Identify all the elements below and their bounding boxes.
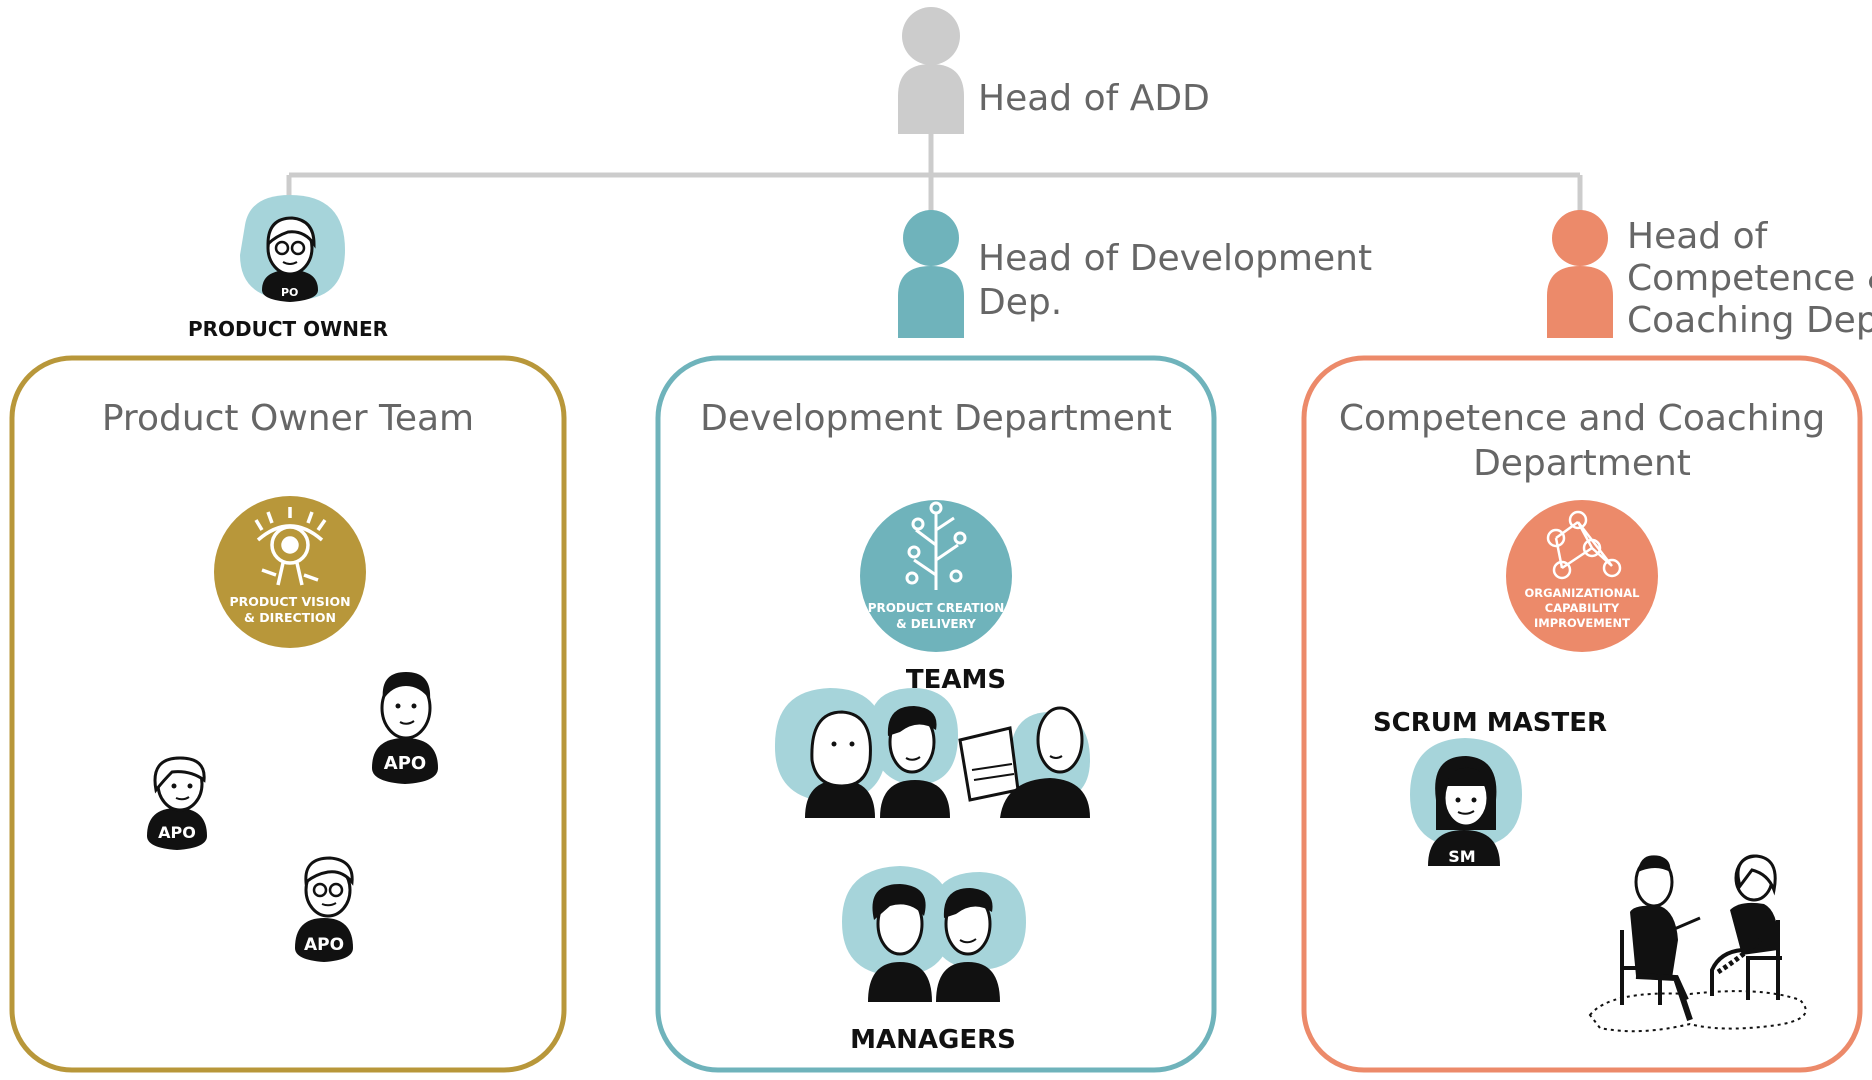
organizational-capability-emblem-line1: ORGANIZATIONAL — [1525, 586, 1641, 600]
scrum-master-label: SCRUM MASTER — [1373, 708, 1607, 738]
apo-member: APO — [147, 756, 207, 850]
apo-member: APO — [295, 856, 354, 962]
head-of-competence-label-line3: Coaching Dep. — [1627, 300, 1872, 341]
product-creation-emblem-line1: PRODUCT CREATION — [868, 601, 1005, 615]
development-department-box — [655, 355, 1217, 1073]
product-owner-team-title: Product Owner Team — [102, 398, 474, 439]
coaching-conversation-illustration — [1588, 854, 1807, 1033]
head-of-competence: Head of Competence & Coaching Dep. — [1547, 210, 1872, 341]
organizational-capability-emblem: ORGANIZATIONAL CAPABILITY IMPROVEMENT — [1506, 500, 1658, 652]
development-department: Development Department PRODUCT CREATION … — [655, 355, 1217, 1073]
product-owner-label: PRODUCT OWNER — [188, 317, 388, 341]
product-vision-emblem-line2: & DIRECTION — [244, 610, 336, 625]
head-of-development-label-line2: Dep. — [978, 282, 1062, 323]
scrum-master-illustration: SM — [1410, 738, 1522, 866]
teams-illustration — [774, 688, 1090, 818]
product-owner-avatar-icon: PO — [262, 216, 318, 302]
apo-badge: APO — [384, 753, 426, 774]
head-of-development: Head of Development Dep. — [898, 210, 1372, 338]
network-icon — [1546, 510, 1622, 580]
head-of-competence-label-line2: Competence & — [1627, 258, 1872, 299]
managers-label: MANAGERS — [850, 1025, 1016, 1055]
head-of-competence-label-line1: Head of — [1627, 216, 1769, 257]
head-of-development-label-line1: Head of Development — [978, 238, 1372, 279]
product-owner-team-box — [9, 355, 567, 1073]
competence-department-title-line1: Competence and Coaching — [1339, 398, 1825, 439]
product-owner: PO PRODUCT OWNER — [188, 195, 388, 341]
managers-illustration — [842, 866, 1026, 1002]
head-of-development-person-icon — [898, 210, 964, 338]
head-of-add-person-icon — [898, 7, 964, 134]
head-of-competence-person-icon — [1547, 210, 1613, 338]
product-vision-emblem: PRODUCT VISION & DIRECTION — [214, 496, 366, 648]
competence-department-title-line2: Department — [1473, 443, 1691, 484]
head-of-add: Head of ADD — [898, 7, 1210, 134]
tree-icon — [905, 501, 967, 590]
head-of-add-label: Head of ADD — [978, 78, 1210, 119]
organizational-capability-emblem-line3: IMPROVEMENT — [1534, 616, 1630, 630]
product-owner-badge: PO — [281, 286, 298, 299]
connector-lines — [286, 132, 1583, 215]
competence-department: Competence and Coaching Department ORGAN… — [1301, 355, 1863, 1073]
product-creation-emblem-line2: & DELIVERY — [896, 617, 976, 631]
organizational-capability-emblem-line2: CAPABILITY — [1545, 601, 1620, 615]
eye-icon — [254, 507, 327, 586]
product-creation-emblem: PRODUCT CREATION & DELIVERY — [860, 500, 1012, 652]
apo-badge: APO — [158, 823, 196, 842]
apo-badge: APO — [304, 935, 344, 955]
competence-department-box — [1301, 355, 1863, 1073]
development-department-title: Development Department — [700, 398, 1172, 439]
product-owner-team: Product Owner Team PRODUCT VISION & DIRE… — [9, 355, 567, 1073]
sm-badge: SM — [1448, 847, 1475, 866]
apo-member: APO — [372, 672, 438, 784]
product-vision-emblem-line1: PRODUCT VISION — [229, 594, 350, 609]
